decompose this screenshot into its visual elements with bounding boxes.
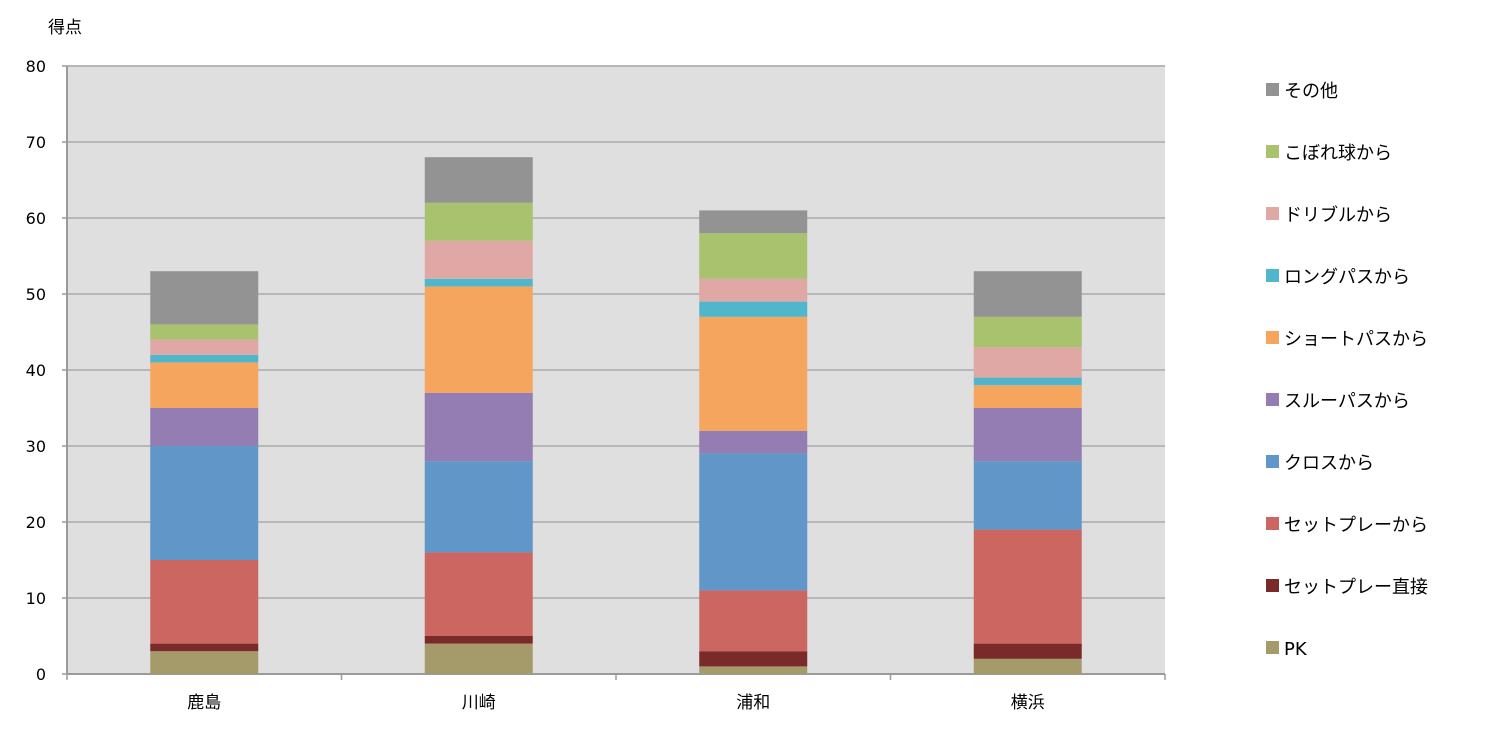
bar-segment [424, 202, 533, 241]
legend-swatch [1266, 269, 1279, 282]
bar-segment [424, 552, 533, 636]
bar-segment [699, 316, 808, 431]
x-tick-label: 横浜 [1011, 693, 1045, 713]
bar-segment [424, 392, 533, 462]
y-tick-label: 30 [26, 437, 46, 456]
bar-segment [699, 233, 808, 279]
bar-segment [150, 560, 259, 644]
legend-label: ドリブルから [1284, 204, 1392, 226]
bar-segment [424, 461, 533, 553]
bar-segment [973, 385, 1082, 408]
legend-swatch [1266, 331, 1279, 344]
legend-label: ロングパスから [1284, 267, 1410, 288]
bar-segment [973, 377, 1082, 386]
bar-segment [150, 362, 259, 408]
y-tick-label: 40 [26, 361, 46, 380]
legend-label: PK [1284, 639, 1308, 660]
bar-segment [973, 461, 1082, 530]
bar-segment [150, 651, 259, 674]
bar-segment [699, 278, 808, 302]
legend-label: スルーパスから [1284, 391, 1410, 412]
bar-segment [973, 347, 1082, 378]
bar-segment [973, 658, 1082, 674]
x-tick-label: 浦和 [736, 693, 770, 713]
legend-swatch [1266, 207, 1279, 220]
bar-segment [699, 666, 808, 674]
bar-segment [699, 301, 808, 317]
bar-segment [424, 286, 533, 393]
y-tick-label: 10 [26, 589, 46, 608]
bar-segment [973, 316, 1082, 348]
bar-segment [150, 408, 259, 446]
legend-label: ショートパスから [1284, 329, 1428, 350]
legend-swatch [1266, 455, 1279, 468]
bar-segment [699, 651, 808, 667]
bar-segment [973, 529, 1082, 644]
legend-swatch [1266, 145, 1279, 158]
x-tick-label: 鹿島 [187, 693, 221, 713]
y-tick-label: 80 [26, 57, 46, 76]
y-tick-label: 0 [36, 665, 46, 684]
y-axis-title: 得点 [48, 18, 82, 38]
bar-segment [150, 339, 259, 355]
bar-segment [699, 210, 808, 234]
legend-swatch [1266, 517, 1279, 530]
bar-segment [699, 453, 808, 591]
bar-segment [424, 240, 533, 279]
bar-segment [424, 636, 533, 644]
bar-segment [973, 643, 1082, 659]
bar-segment [699, 590, 808, 652]
legend-label: セットプレー直接 [1284, 577, 1428, 598]
legend-label: セットプレーから [1284, 515, 1428, 536]
legend-swatch [1266, 641, 1279, 654]
legend-label: クロスから [1284, 453, 1374, 474]
legend-label: こぼれ球から [1284, 143, 1392, 164]
bar-segment [424, 643, 533, 674]
y-tick-label: 70 [26, 133, 46, 152]
legend-swatch [1266, 393, 1279, 406]
bar-segment [150, 446, 259, 560]
y-tick-label: 50 [26, 285, 46, 304]
x-tick-label: 川崎 [462, 693, 496, 713]
bar-segment [150, 354, 259, 363]
bar-segment [424, 157, 533, 203]
bar-segment [973, 271, 1082, 317]
bar-segment [424, 278, 533, 287]
legend-label: その他 [1284, 81, 1338, 102]
legend-swatch [1266, 83, 1279, 96]
bar-segment [150, 271, 259, 325]
bar-segment [699, 430, 808, 454]
legend-swatch [1266, 579, 1279, 592]
bar-segment [973, 408, 1082, 462]
y-tick-label: 20 [26, 513, 46, 532]
bar-segment [150, 643, 259, 652]
y-tick-label: 60 [26, 209, 46, 228]
bar-segment [150, 324, 259, 340]
